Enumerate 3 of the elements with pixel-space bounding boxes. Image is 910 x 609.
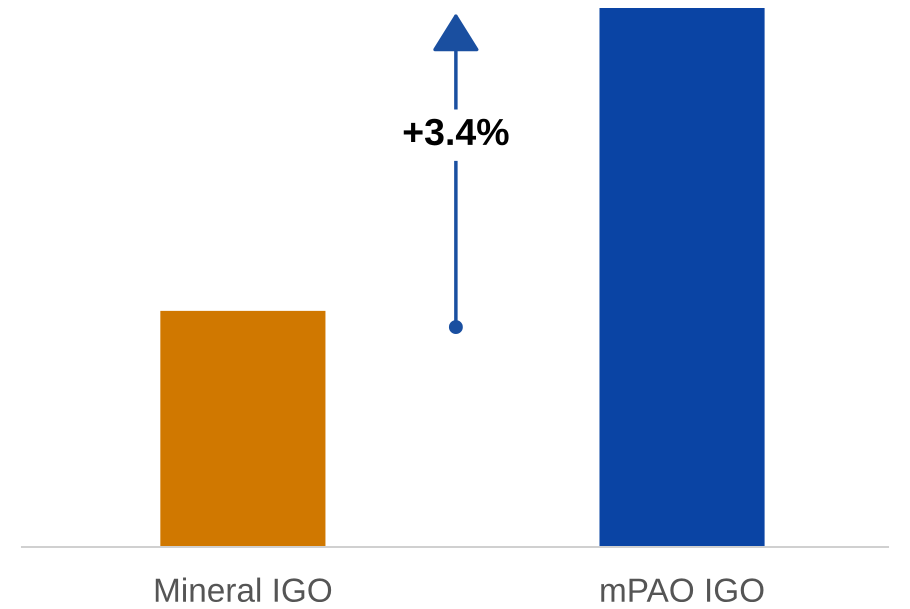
x-tick-label: mPAO IGO xyxy=(601,578,764,602)
x-tick-label: Mineral IGO xyxy=(156,578,332,602)
annotation: +3.4% xyxy=(404,118,509,146)
